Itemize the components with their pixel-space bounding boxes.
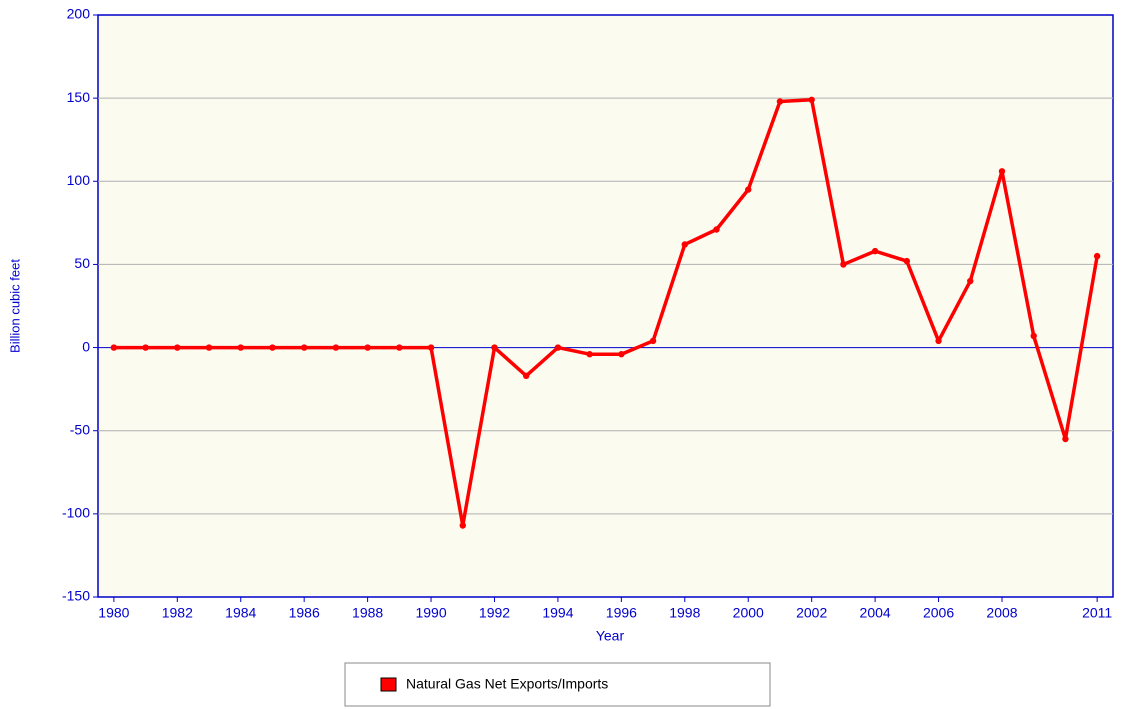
data-point (523, 372, 530, 380)
y-tick-label: -100 (62, 505, 90, 521)
data-point (935, 337, 942, 345)
data-point (364, 344, 371, 351)
x-axis-label: Year (596, 628, 625, 644)
x-tick-label: 2004 (860, 605, 891, 621)
data-point (1030, 332, 1037, 340)
x-tick-label: 1984 (225, 605, 256, 621)
data-point (681, 241, 688, 248)
x-tick-label: 1994 (542, 605, 573, 621)
y-tick-label: 150 (67, 89, 91, 105)
y-tick-label: -150 (62, 588, 90, 604)
data-point (491, 344, 498, 351)
y-tick-label: 0 (82, 338, 90, 354)
data-point (554, 344, 562, 351)
x-tick-label: 1996 (606, 605, 637, 621)
y-axis-label: Billion cubic feet (7, 259, 22, 353)
y-tick-label: 50 (74, 255, 90, 271)
data-point (871, 247, 879, 255)
x-tick-label: 2008 (986, 605, 1017, 621)
x-tick-label: 2000 (733, 605, 764, 621)
data-point (332, 344, 340, 351)
data-point (174, 344, 181, 351)
legend-swatch (380, 677, 397, 692)
data-point (649, 337, 657, 345)
legend (344, 662, 771, 707)
data-point (459, 522, 466, 529)
data-point (967, 277, 974, 285)
data-point (142, 344, 149, 351)
data-point (300, 344, 308, 351)
data-point (745, 186, 752, 193)
data-point (808, 96, 815, 104)
data-point (776, 98, 784, 105)
data-point (1062, 435, 1069, 443)
plot-area (97, 14, 1114, 598)
data-point (998, 168, 1006, 175)
x-tick-label: 2002 (796, 605, 827, 621)
y-tick-label: 100 (67, 172, 91, 188)
data-point (840, 261, 847, 268)
data-point (1093, 252, 1101, 260)
data-point (396, 344, 403, 351)
data-point (205, 344, 213, 351)
data-point (427, 344, 435, 351)
data-point (903, 257, 911, 265)
data-point (713, 226, 720, 233)
x-tick-label: 2011 (1082, 605, 1112, 621)
x-tick-label: 1986 (289, 605, 320, 621)
data-point (110, 344, 118, 351)
x-tick-label: 2006 (923, 605, 954, 621)
data-point (237, 344, 244, 351)
y-tick-label: -50 (70, 421, 90, 437)
data-point (586, 351, 593, 358)
x-tick-label: 1998 (669, 605, 700, 621)
y-tick-label: 200 (67, 6, 91, 22)
data-point (269, 344, 276, 351)
x-tick-label: 1990 (415, 605, 446, 621)
data-line (113, 98, 1099, 528)
legend-label: Natural Gas Net Exports/Imports (406, 676, 608, 692)
x-tick-label: 1992 (479, 605, 510, 621)
x-tick-label: 1982 (162, 605, 193, 621)
x-tick-label: 1988 (352, 605, 383, 621)
x-tick-label: 1980 (98, 605, 129, 621)
data-point (618, 351, 625, 358)
